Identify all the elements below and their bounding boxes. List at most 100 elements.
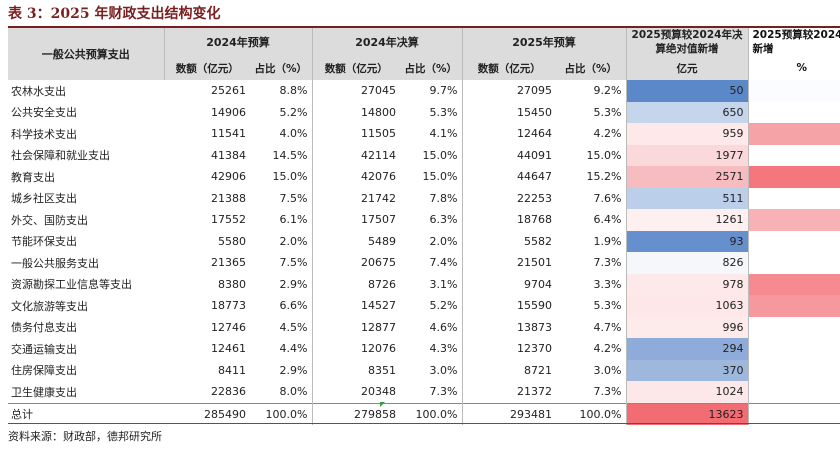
final-2024-amount: 12076: [361, 342, 396, 356]
final-2024-amount: 20675: [361, 256, 396, 270]
budget-2025-ratio: 5.3%: [556, 101, 627, 123]
final-2024-ratio: 15.0%: [400, 166, 463, 188]
incr-amount: 650: [626, 101, 749, 123]
final-2024-amount: 20348: [361, 385, 396, 399]
sub-amount-3: 数额（亿元）: [462, 56, 556, 80]
budget-2024-amount: 25261: [211, 84, 246, 98]
table-row: 教育支出 42906 15.0% 42076 15.0% 44647 15.2%25710: [8, 166, 840, 188]
budget-2025-ratio: 5.3%: [556, 295, 627, 317]
incr-amount: 370: [626, 359, 749, 381]
incr-amount: 2571: [626, 166, 749, 188]
item-cell: 教育支出: [11, 170, 55, 184]
item-cell: 交通运输支出: [11, 342, 77, 356]
budget-2025-amount: 18768: [517, 213, 552, 227]
budget-2024-ratio: 15.0%: [250, 166, 313, 188]
budget-2024-amount: 12746: [211, 320, 246, 334]
final-2024-ratio: 7.4%: [400, 252, 463, 274]
share-change: 0: [748, 209, 840, 231]
budget-2024-ratio: 8.8%: [250, 80, 313, 102]
budget-2025-amount: 13873: [517, 320, 552, 334]
incr-amount: 1977: [626, 144, 749, 166]
final-2024-ratio: 4.1%: [400, 123, 463, 145]
final-2024-amount: 42114: [361, 148, 396, 162]
budget-2025-amount: 8721: [524, 363, 552, 377]
header-2024-budget: 2024年预算: [164, 28, 313, 56]
share-change: 0: [748, 381, 840, 403]
budget-2024-amount: 5580: [218, 234, 246, 248]
table-row: 农林水支出 25261 8.8% 27045 9.7% 27095 9.2%50−0: [8, 80, 840, 102]
budget-2025-ratio: 3.3%: [556, 273, 627, 295]
item-cell: 一般公共服务支出: [11, 256, 99, 270]
budget-2025-ratio: 15.2%: [556, 166, 627, 188]
budget-2024-ratio: 4.0%: [250, 123, 313, 145]
table-row: 债务付息支出 12746 4.5% 12877 4.6% 13873 4.7%9960: [8, 316, 840, 338]
budget-2024-amount: 22836: [211, 385, 246, 399]
expenditure-table: 一般公共预算支出 2024年预算 2024年决算 2025年预算 2025预算较…: [8, 28, 840, 425]
budget-2024-ratio: 8.0%: [250, 381, 313, 403]
final-2024-amount: 279858: [312, 402, 400, 425]
table-row: 社会保障和就业支出 41384 14.5% 42114 15.0% 44091 15.0% 1…: [8, 144, 840, 166]
budget-2025-ratio: 7.3%: [556, 381, 627, 403]
final-2024-ratio: 5.2%: [400, 295, 463, 317]
incr-amount: 996: [626, 316, 749, 338]
final-2024-ratio: 7.8%: [400, 187, 463, 209]
incr-amount: 826: [626, 252, 749, 274]
final-2024-amount: 5489: [368, 234, 396, 248]
budget-2024-ratio: 6.6%: [250, 295, 313, 317]
budget-2024-amount: 11541: [211, 127, 246, 141]
share-change: −0: [748, 252, 840, 274]
share-change: 0: [748, 273, 840, 295]
table-row: 资源勘探工业信息等支出 8380 2.9% 8726 3.1% 9704 3.3%9780: [8, 273, 840, 295]
budget-2025-ratio: 7.3%: [556, 252, 627, 274]
incr-amount: 511: [626, 187, 749, 209]
final-2024-ratio: 3.0%: [400, 359, 463, 381]
budget-2024-amount: 12461: [211, 342, 246, 356]
budget-2024-ratio: 4.4%: [250, 338, 313, 360]
total-row: 总计 285490 100.0% 279858 100.0% 293481 100.0% 13…: [8, 402, 840, 425]
final-2024-ratio: 3.1%: [400, 273, 463, 295]
header-row-2: 数额（亿元） 占比（%） 数额（亿元） 占比（%） 数额（亿元） 占比（%） 亿…: [8, 56, 840, 80]
item-cell: 卫生健康支出: [11, 385, 77, 399]
incr-amount: 1024: [626, 381, 749, 403]
incr-amount: 959: [626, 123, 749, 145]
header-2024-final: 2024年决算: [312, 28, 463, 56]
budget-2024-amount: 41384: [211, 148, 246, 162]
header-share: 2025预算较2024年决算占比新增: [748, 28, 840, 56]
budget-2024-amount: 18773: [211, 299, 246, 313]
budget-2025-ratio: 6.4%: [556, 209, 627, 231]
cell-flag-marker: [380, 402, 385, 407]
final-2024-ratio: 5.3%: [400, 101, 463, 123]
item-cell: 科学技术支出: [11, 127, 77, 141]
budget-2024-amount: 8411: [218, 363, 246, 377]
item-cell: 公共安全支出: [11, 106, 77, 120]
item-cell: 外交、国防支出: [11, 213, 88, 227]
table-row: 节能环保支出 5580 2.0% 5489 2.0% 5582 1.9%93−0: [8, 230, 840, 252]
sub-incr-unit: 亿元: [626, 56, 749, 80]
budget-2025-amount: 15450: [517, 105, 552, 119]
table-row: 文化旅游等支出 18773 6.6% 14527 5.2% 15590 5.3%10630: [8, 295, 840, 317]
final-2024-amount: 14800: [361, 105, 396, 119]
share-change: −0: [748, 187, 840, 209]
share-change: 0: [748, 295, 840, 317]
sub-ratio-2: 占比（%）: [400, 56, 463, 80]
item-cell: 住房保障支出: [11, 364, 77, 378]
budget-2024-ratio: 4.5%: [250, 316, 313, 338]
budget-2024-amount: 21388: [211, 191, 246, 205]
final-2024-amount: 14527: [361, 299, 396, 313]
final-2024-ratio: 100.0%: [400, 402, 463, 425]
budget-2025-ratio: 4.7%: [556, 316, 627, 338]
incr-amount: 93: [626, 230, 749, 252]
budget-2024-ratio: 5.2%: [250, 101, 313, 123]
budget-2025-ratio: 1.9%: [556, 230, 627, 252]
top-rule: [8, 26, 840, 28]
budget-2025-amount: 44647: [517, 170, 552, 184]
budget-2025-ratio: 4.2%: [556, 338, 627, 360]
share-change: −0: [748, 230, 840, 252]
final-2024-amount: 12877: [361, 320, 396, 334]
budget-2024-amount: 21365: [211, 256, 246, 270]
share-change: −0: [748, 80, 840, 102]
share-change: −0: [748, 338, 840, 360]
incr-amount: 294: [626, 338, 749, 360]
